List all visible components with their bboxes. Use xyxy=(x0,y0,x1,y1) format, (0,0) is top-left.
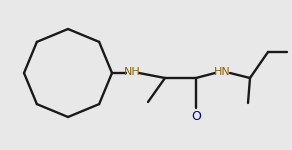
Text: HN: HN xyxy=(214,67,230,77)
Text: NH: NH xyxy=(124,67,140,77)
Text: O: O xyxy=(191,110,201,123)
